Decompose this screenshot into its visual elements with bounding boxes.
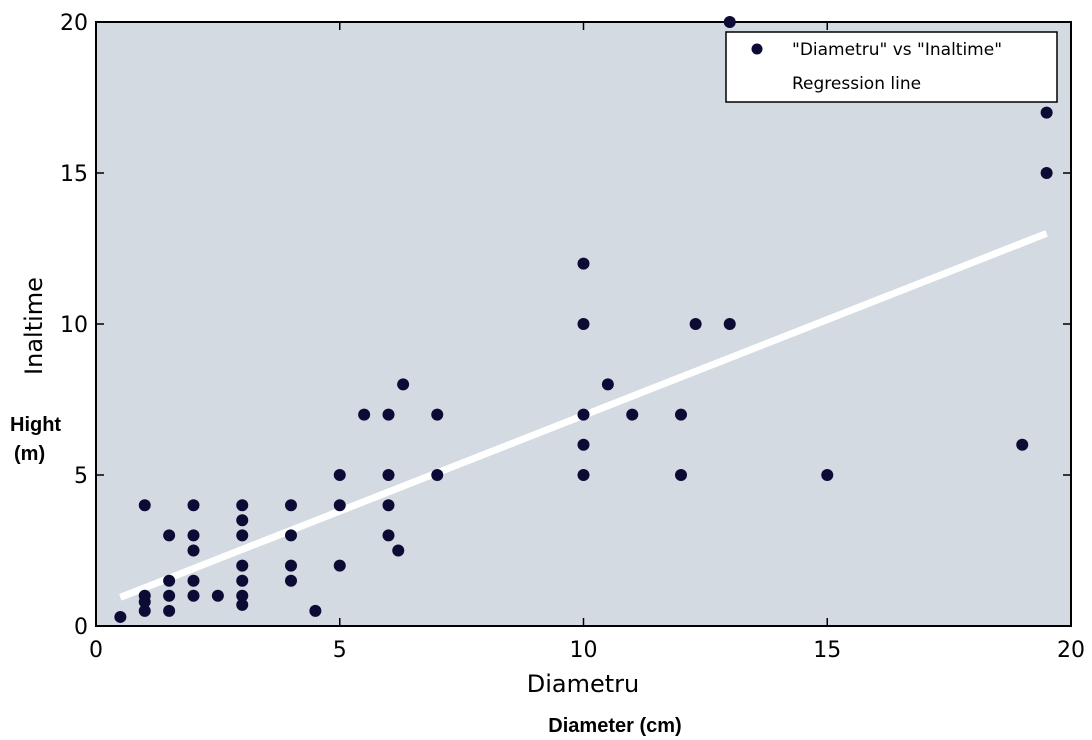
- legend: "Diametru" vs "Inaltime" Regression line: [725, 31, 1058, 103]
- data-point: [285, 529, 297, 542]
- data-point: [211, 589, 224, 602]
- data-point: [187, 544, 200, 557]
- legend-box: [725, 31, 1058, 103]
- data-point: [689, 318, 702, 330]
- data-point: [285, 559, 297, 572]
- data-point: [236, 559, 249, 572]
- data-point: [187, 589, 200, 602]
- x-tick-label: 5: [333, 638, 347, 663]
- data-point: [163, 574, 176, 587]
- data-point: [285, 499, 297, 512]
- data-point: [577, 257, 590, 270]
- data-point: [309, 604, 322, 617]
- data-point: [236, 529, 249, 542]
- y-axis-label: Inaltime: [20, 277, 48, 375]
- y-tick-label: 15: [60, 162, 88, 187]
- data-point: [821, 469, 834, 481]
- data-point: [397, 378, 410, 391]
- x-tick-label: 0: [89, 638, 103, 663]
- data-point: [236, 598, 249, 611]
- data-point: [577, 318, 590, 330]
- annotation-diameter: Diameter (cm): [548, 715, 681, 737]
- data-point: [138, 589, 151, 602]
- data-point: [163, 529, 176, 542]
- data-point: [1016, 438, 1029, 451]
- data-point: [1040, 167, 1053, 179]
- data-point: [333, 559, 346, 572]
- data-point: [187, 574, 200, 587]
- data-point: [382, 499, 395, 512]
- data-point: [626, 408, 639, 421]
- annotation-hight-unit: (m): [14, 443, 45, 465]
- data-point: [577, 408, 590, 421]
- x-tick-label: 20: [1057, 638, 1085, 663]
- data-point: [138, 604, 151, 617]
- data-point: [138, 499, 151, 512]
- data-point: [431, 408, 444, 421]
- legend-label-regression: Regression line: [792, 74, 921, 94]
- data-point: [333, 469, 346, 481]
- data-point: [163, 604, 176, 617]
- data-point: [114, 610, 127, 623]
- data-point: [723, 16, 736, 28]
- annotation-hight: Hight: [10, 414, 61, 436]
- data-points: [114, 16, 1053, 623]
- data-point: [577, 438, 590, 451]
- data-point: [358, 408, 371, 421]
- legend-marker-scatter: [751, 43, 763, 55]
- data-point: [675, 408, 687, 421]
- x-tick-label: 10: [570, 638, 598, 663]
- data-point: [236, 499, 249, 512]
- data-point: [382, 469, 395, 481]
- data-point: [187, 499, 200, 512]
- legend-label-scatter: "Diametru" vs "Inaltime": [792, 40, 1002, 60]
- data-point: [723, 318, 736, 330]
- data-point: [431, 469, 444, 481]
- data-point: [577, 469, 590, 481]
- data-point: [382, 408, 395, 421]
- y-tick-label: 10: [60, 313, 88, 338]
- tick-labels: 0 5 10 15 20 0 5 10 15 20: [60, 11, 1085, 663]
- data-point: [382, 529, 395, 542]
- data-point: [163, 589, 176, 602]
- y-tick-label: 20: [60, 11, 88, 36]
- x-tick-label: 15: [813, 638, 841, 663]
- data-point: [285, 574, 297, 587]
- data-point: [392, 544, 405, 557]
- data-point: [675, 469, 687, 481]
- data-point: [236, 574, 249, 587]
- y-tick-label: 0: [74, 615, 88, 640]
- data-point: [236, 589, 249, 602]
- y-tick-label: 5: [74, 464, 88, 489]
- data-point: [333, 499, 346, 512]
- data-point: [236, 514, 249, 527]
- data-point: [187, 529, 200, 542]
- axis-ticks: [95, 21, 1072, 627]
- x-axis-label: Diametru: [527, 670, 640, 698]
- data-point: [1040, 106, 1053, 119]
- data-point: [601, 378, 614, 391]
